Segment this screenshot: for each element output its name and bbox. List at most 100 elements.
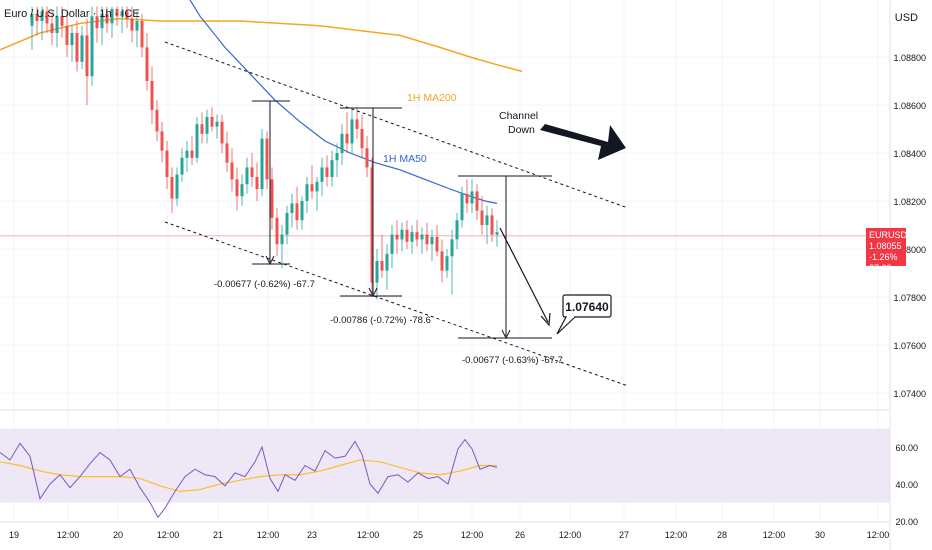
candle-body bbox=[430, 237, 434, 245]
symbol-title[interactable]: Euro / U.S. Dollar · 1h · ICE bbox=[4, 8, 140, 20]
candle-body bbox=[465, 193, 469, 204]
currency-label[interactable]: USD bbox=[894, 12, 918, 24]
price-tick-label: 1.07600 bbox=[893, 341, 926, 351]
channel-label-2: Down bbox=[508, 124, 535, 136]
candle-body bbox=[310, 184, 314, 192]
candle-body bbox=[100, 13, 104, 29]
price-tick-label: 1.08400 bbox=[893, 149, 926, 159]
candle-body bbox=[325, 167, 329, 177]
candle-body bbox=[375, 261, 379, 283]
rsi-line bbox=[0, 438, 498, 519]
candle-body bbox=[250, 167, 254, 177]
candle-body bbox=[190, 150, 194, 158]
channel-label-1: Channel bbox=[499, 110, 538, 122]
time-tick-label: 21 bbox=[213, 530, 223, 540]
candle-body bbox=[135, 21, 139, 31]
candle-body bbox=[270, 179, 274, 218]
candle-body bbox=[170, 177, 174, 199]
channel-lower-line bbox=[164, 221, 629, 387]
candle-body bbox=[125, 11, 129, 19]
candle-body bbox=[145, 47, 149, 81]
time-tick-label: 25 bbox=[413, 530, 423, 540]
time-tick-label: 28 bbox=[717, 530, 727, 540]
time-tick-label: 12:00 bbox=[665, 530, 688, 540]
candle-body bbox=[280, 234, 284, 245]
candle-body bbox=[225, 143, 229, 163]
price-tick-label: 1.08200 bbox=[893, 197, 926, 207]
candle-body bbox=[295, 203, 299, 221]
candle-body bbox=[315, 181, 319, 192]
candle-body bbox=[370, 167, 374, 283]
candle-body bbox=[470, 191, 474, 204]
candle-body bbox=[305, 184, 309, 201]
candle-body bbox=[85, 35, 89, 77]
candle-body bbox=[115, 9, 119, 17]
time-tick-label: 12:00 bbox=[257, 530, 280, 540]
candle-body bbox=[450, 239, 454, 257]
price-tick-label: 1.07400 bbox=[893, 389, 926, 399]
candle-body bbox=[255, 177, 259, 189]
candle-body bbox=[380, 261, 384, 271]
measure-1-arrow bbox=[265, 255, 275, 266]
candle-body bbox=[105, 13, 109, 24]
candle-body bbox=[385, 253, 389, 271]
candle-body bbox=[300, 201, 304, 221]
candle-body bbox=[205, 117, 209, 134]
time-tick-label: 12:00 bbox=[559, 530, 582, 540]
candle-body bbox=[40, 11, 44, 21]
ma50-label: 1H MA50 bbox=[383, 153, 427, 165]
candle-body bbox=[240, 184, 244, 197]
time-tick-label: 12:00 bbox=[763, 530, 786, 540]
candle-body bbox=[425, 234, 429, 245]
candle-body bbox=[480, 210, 484, 225]
rsi-ma-line bbox=[0, 459, 497, 493]
candle-body bbox=[400, 229, 404, 240]
candle-body bbox=[195, 124, 199, 158]
measure-3-label: -0.00677 (-0.63%) -67.7 bbox=[462, 355, 563, 366]
candle-body bbox=[285, 213, 289, 235]
time-tick-label: 30 bbox=[815, 530, 825, 540]
candle-body bbox=[330, 160, 334, 177]
candle-body bbox=[345, 133, 349, 144]
candle-body bbox=[180, 157, 184, 175]
measure-2-arrow bbox=[368, 287, 378, 298]
candle-body bbox=[340, 133, 344, 153]
annotations: -0.00677 (-0.62%) -67.7 -0.00786 (-0.72%)… bbox=[164, 41, 629, 387]
time-tick-label: 12:00 bbox=[157, 530, 180, 540]
rsi-lines bbox=[0, 438, 498, 519]
time-tick-label: 12:00 bbox=[357, 530, 380, 540]
candle-body bbox=[30, 13, 34, 26]
candle-body bbox=[335, 153, 339, 161]
candle-body bbox=[55, 16, 59, 33]
candle-body bbox=[235, 179, 239, 197]
candle-body bbox=[275, 217, 279, 245]
candle-body bbox=[320, 167, 324, 182]
candle-body bbox=[355, 119, 359, 129]
measure-2-label: -0.00786 (-0.72%) -78.6 bbox=[330, 315, 431, 326]
candle-body bbox=[155, 109, 159, 132]
time-tick-label: 23 bbox=[307, 530, 317, 540]
time-axis-ticks: 19 12:00 20 12:00 21 12:00 23 12:00 25 12:00 26 12:… bbox=[9, 530, 889, 540]
candle-body bbox=[95, 16, 99, 29]
candle-body bbox=[175, 174, 179, 199]
price-tag-change: -1.26% bbox=[869, 252, 898, 262]
moving-averages bbox=[0, 0, 890, 237]
candle-body bbox=[140, 21, 144, 48]
candle-body bbox=[245, 167, 249, 185]
target-pointer bbox=[556, 316, 576, 335]
candle-body bbox=[200, 124, 204, 134]
rsi-tick-label: 20.00 bbox=[895, 517, 918, 527]
channel-upper-line bbox=[164, 41, 629, 209]
candle-body bbox=[415, 232, 419, 240]
candle-body bbox=[130, 18, 134, 31]
candle-body bbox=[420, 234, 424, 240]
candle-body bbox=[65, 25, 69, 45]
time-tick-label: 12:00 bbox=[867, 530, 890, 540]
candle-body bbox=[35, 13, 39, 21]
candle-body bbox=[45, 11, 49, 24]
ma200-label: 1H MA200 bbox=[407, 92, 457, 104]
projection-arrowhead bbox=[540, 312, 551, 327]
candle-body bbox=[490, 215, 494, 235]
candle-body bbox=[50, 23, 54, 33]
candle-body bbox=[80, 35, 84, 62]
